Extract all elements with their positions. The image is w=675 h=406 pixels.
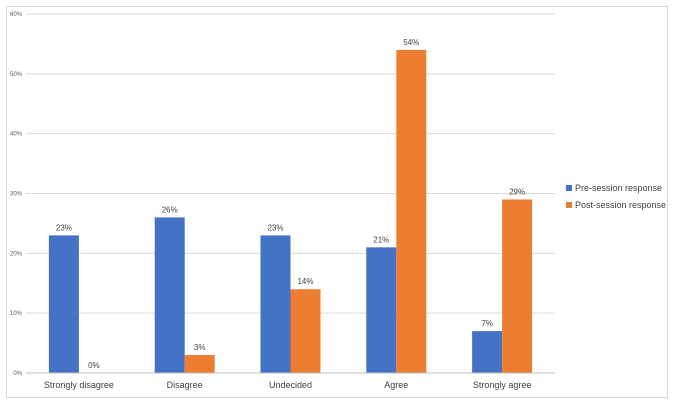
bar bbox=[290, 289, 321, 373]
legend-label: Pre-session response bbox=[575, 183, 662, 193]
data-label: 26% bbox=[162, 205, 178, 214]
data-label: 7% bbox=[481, 319, 493, 328]
bar bbox=[396, 49, 427, 374]
y-tick-label: 50% bbox=[10, 72, 23, 78]
bar bbox=[502, 199, 533, 373]
y-tick-label: 10% bbox=[10, 311, 23, 317]
legend-swatch bbox=[566, 185, 572, 191]
data-label: 29% bbox=[509, 187, 525, 196]
x-tick-label: Strongly disagree bbox=[44, 380, 114, 390]
y-tick-label: 0% bbox=[13, 371, 22, 377]
data-label: 0% bbox=[88, 361, 100, 370]
bar bbox=[472, 331, 503, 373]
data-label: 23% bbox=[267, 223, 283, 232]
legend-swatch bbox=[566, 202, 572, 208]
y-tick-label: 20% bbox=[10, 251, 23, 257]
x-tick-label: Disagree bbox=[167, 380, 203, 390]
data-label: 3% bbox=[194, 343, 206, 352]
data-label: 23% bbox=[56, 223, 72, 232]
x-tick-label: Agree bbox=[384, 380, 408, 390]
data-label: 14% bbox=[297, 277, 313, 286]
bar bbox=[184, 355, 215, 373]
data-label: 54% bbox=[403, 38, 419, 47]
bar bbox=[154, 217, 185, 373]
x-tick-label: Undecided bbox=[269, 380, 312, 390]
legend-label: Post-session response bbox=[575, 200, 666, 210]
data-label: 21% bbox=[373, 235, 389, 244]
y-tick-label: 60% bbox=[10, 12, 23, 18]
bar bbox=[48, 235, 79, 373]
y-tick-label: 30% bbox=[10, 192, 23, 198]
bar bbox=[260, 235, 291, 373]
x-tick-label: Strongly agree bbox=[473, 380, 532, 390]
bar bbox=[366, 247, 397, 373]
chart-frame bbox=[6, 6, 668, 398]
y-tick-label: 40% bbox=[10, 132, 23, 138]
